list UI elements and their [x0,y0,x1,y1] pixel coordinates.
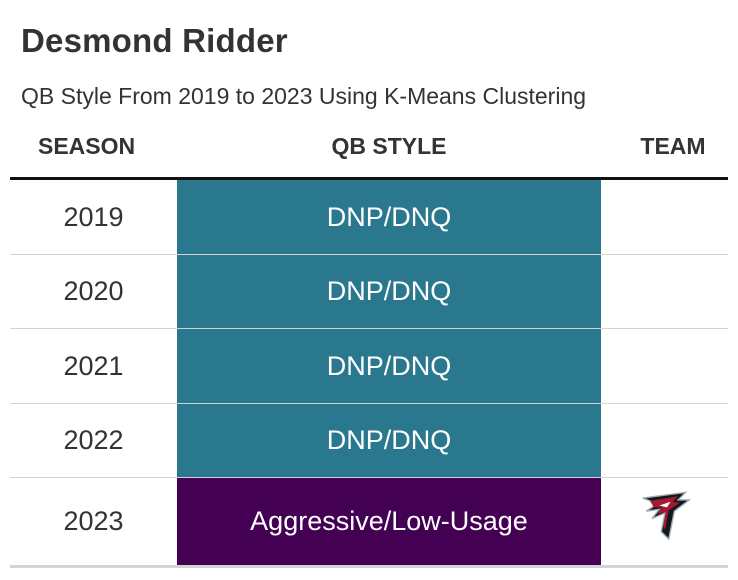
qb-style-cell: DNP/DNQ [177,404,601,477]
chart-subtitle: QB Style From 2019 to 2023 Using K-Means… [21,83,587,109]
team-cell [601,255,728,328]
season-cell: 2021 [63,350,124,381]
qb-style-cell: Aggressive/Low-Usage [177,478,601,565]
table-body: 2019 DNP/DNQ 2020 DNP/DNQ 2021 DNP/DNQ 2022 DNP… [10,180,728,568]
header-divider [10,177,728,180]
season-column-header: SEASON [38,133,136,159]
team-cell [601,329,728,403]
chart-title: Desmond Ridder [21,22,288,59]
qb-style-cell: DNP/DNQ [177,329,601,403]
table-row: 2021 DNP/DNQ [10,329,728,404]
team-column-header: TEAM [640,133,706,159]
table-row: 2020 DNP/DNQ [10,255,728,329]
table-row: 2022 DNP/DNQ [10,404,728,478]
table-header: SEASON QB STYLE TEAM [10,133,728,165]
season-cell: 2023 [63,506,124,536]
team-cell [601,404,728,477]
season-cell: 2020 [63,276,124,306]
season-cell: 2022 [63,425,124,455]
team-cell [601,478,728,565]
table-row: 2019 DNP/DNQ [10,180,728,255]
falcons-logo-icon [641,491,691,541]
season-cell: 2019 [63,201,124,232]
table-row: 2023 Aggressive/Low-Usage [10,478,728,568]
qb-style-cell: DNP/DNQ [177,255,601,328]
qb-style-cell: DNP/DNQ [177,180,601,254]
qb-style-column-header: QB STYLE [331,133,447,159]
team-cell [601,180,728,254]
